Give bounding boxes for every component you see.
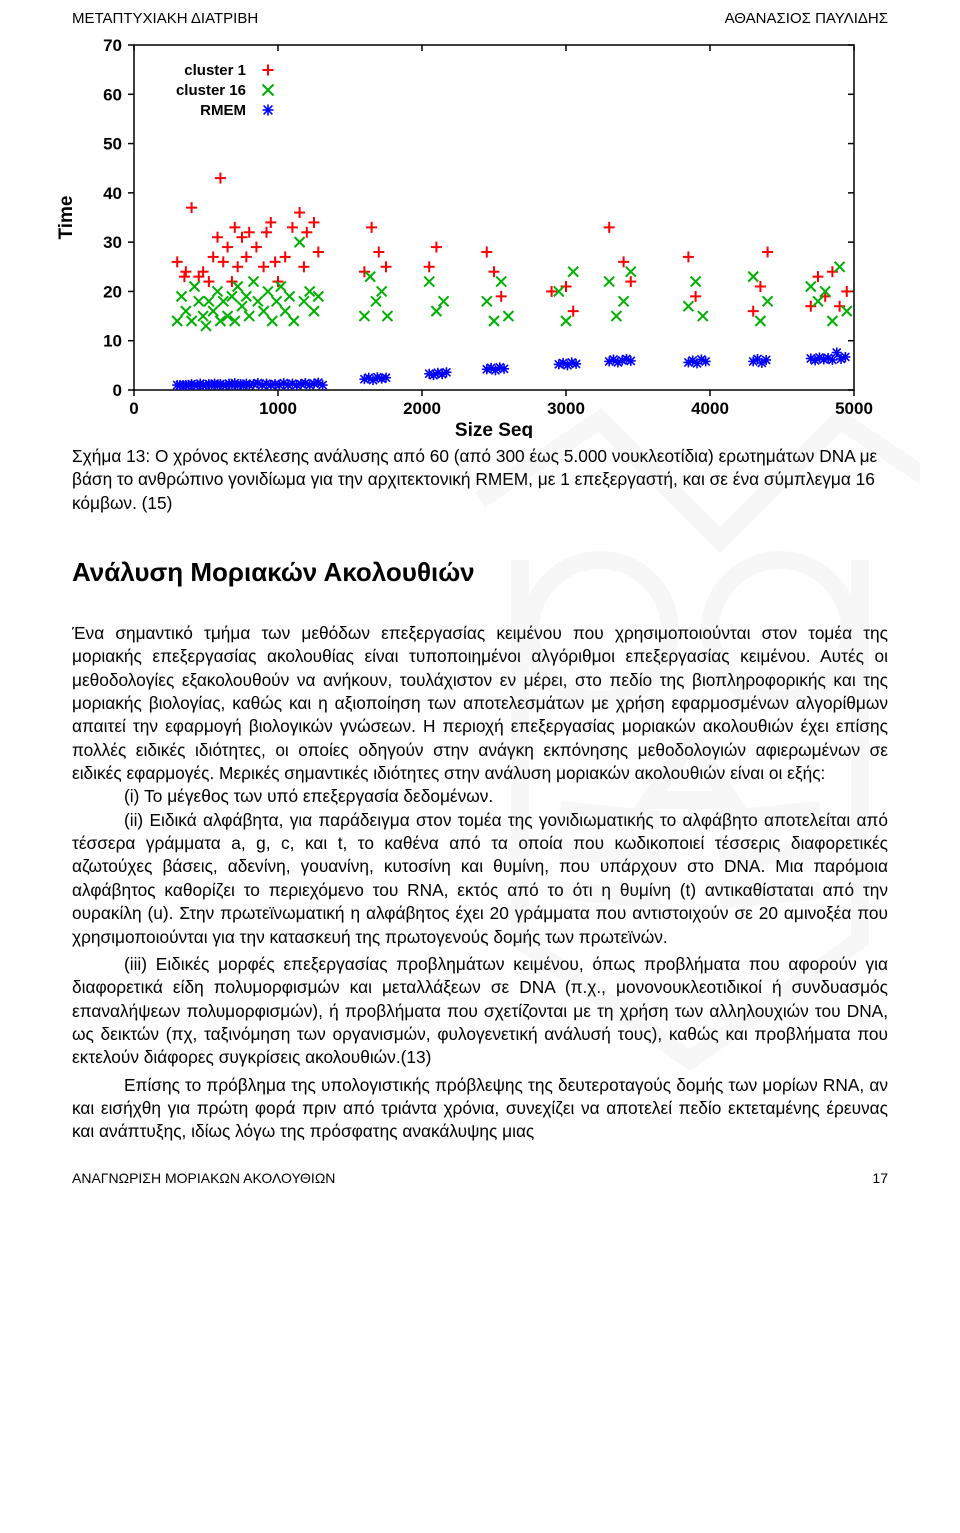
paragraph-intro: Ένα σημαντικό τμήμα των μεθόδων επεξεργα… <box>72 622 888 785</box>
svg-text:10: 10 <box>103 332 122 351</box>
svg-text:40: 40 <box>103 184 122 203</box>
footer-page-number: 17 <box>872 1170 888 1186</box>
footer-left: ΑΝΑΓΝΩΡΙΣΗ ΜΟΡΙΑΚΩΝ ΑΚΟΛΟΥΘΙΩΝ <box>72 1170 335 1186</box>
svg-text:5000: 5000 <box>835 399 873 418</box>
svg-text:Size Seq: Size Seq <box>455 420 533 438</box>
list-item-ii: (ii) Ειδικά αλφάβητα, για παράδειγμα στο… <box>72 809 888 949</box>
svg-text:cluster 1: cluster 1 <box>184 62 246 79</box>
svg-text:0: 0 <box>129 399 138 418</box>
svg-text:4000: 4000 <box>691 399 729 418</box>
list-item-i: (i) Το μέγεθος των υπό επεξεργασία δεδομ… <box>72 785 888 808</box>
svg-text:60: 60 <box>103 85 122 104</box>
scatter-chart: 0 1000 2000 3000 4000 5000 0 10 20 30 40 50 60 70 Size… <box>54 33 874 438</box>
svg-text:cluster 16: cluster 16 <box>176 82 246 99</box>
svg-text:70: 70 <box>103 36 122 55</box>
svg-text:1000: 1000 <box>259 399 297 418</box>
svg-text:3000: 3000 <box>547 399 585 418</box>
list-item-iii: (iii) Ειδικές μορφές επεξεργασίας προβλη… <box>72 953 888 1070</box>
svg-text:2000: 2000 <box>403 399 441 418</box>
section-heading: Ανάλυση Μοριακών Ακολουθιών <box>72 557 888 588</box>
paragraph-rna: Επίσης το πρόβλημα της υπολογιστικής πρό… <box>72 1074 888 1144</box>
svg-text:Time: Time <box>56 195 77 239</box>
svg-text:RMEM: RMEM <box>200 102 246 119</box>
header-right: ΑΘΑΝΑΣΙΟΣ ΠΑΥΛΙΔΗΣ <box>725 10 888 27</box>
header-left: ΜΕΤΑΠΤΥΧΙΑΚΗ ΔΙΑΤΡΙΒΗ <box>72 10 258 27</box>
figure-caption: Σχήμα 13: Ο χρόνος εκτέλεσης ανάλυσης απ… <box>72 445 888 515</box>
svg-text:30: 30 <box>103 233 122 252</box>
svg-text:20: 20 <box>103 282 122 301</box>
svg-text:50: 50 <box>103 135 122 154</box>
svg-text:0: 0 <box>113 381 122 400</box>
